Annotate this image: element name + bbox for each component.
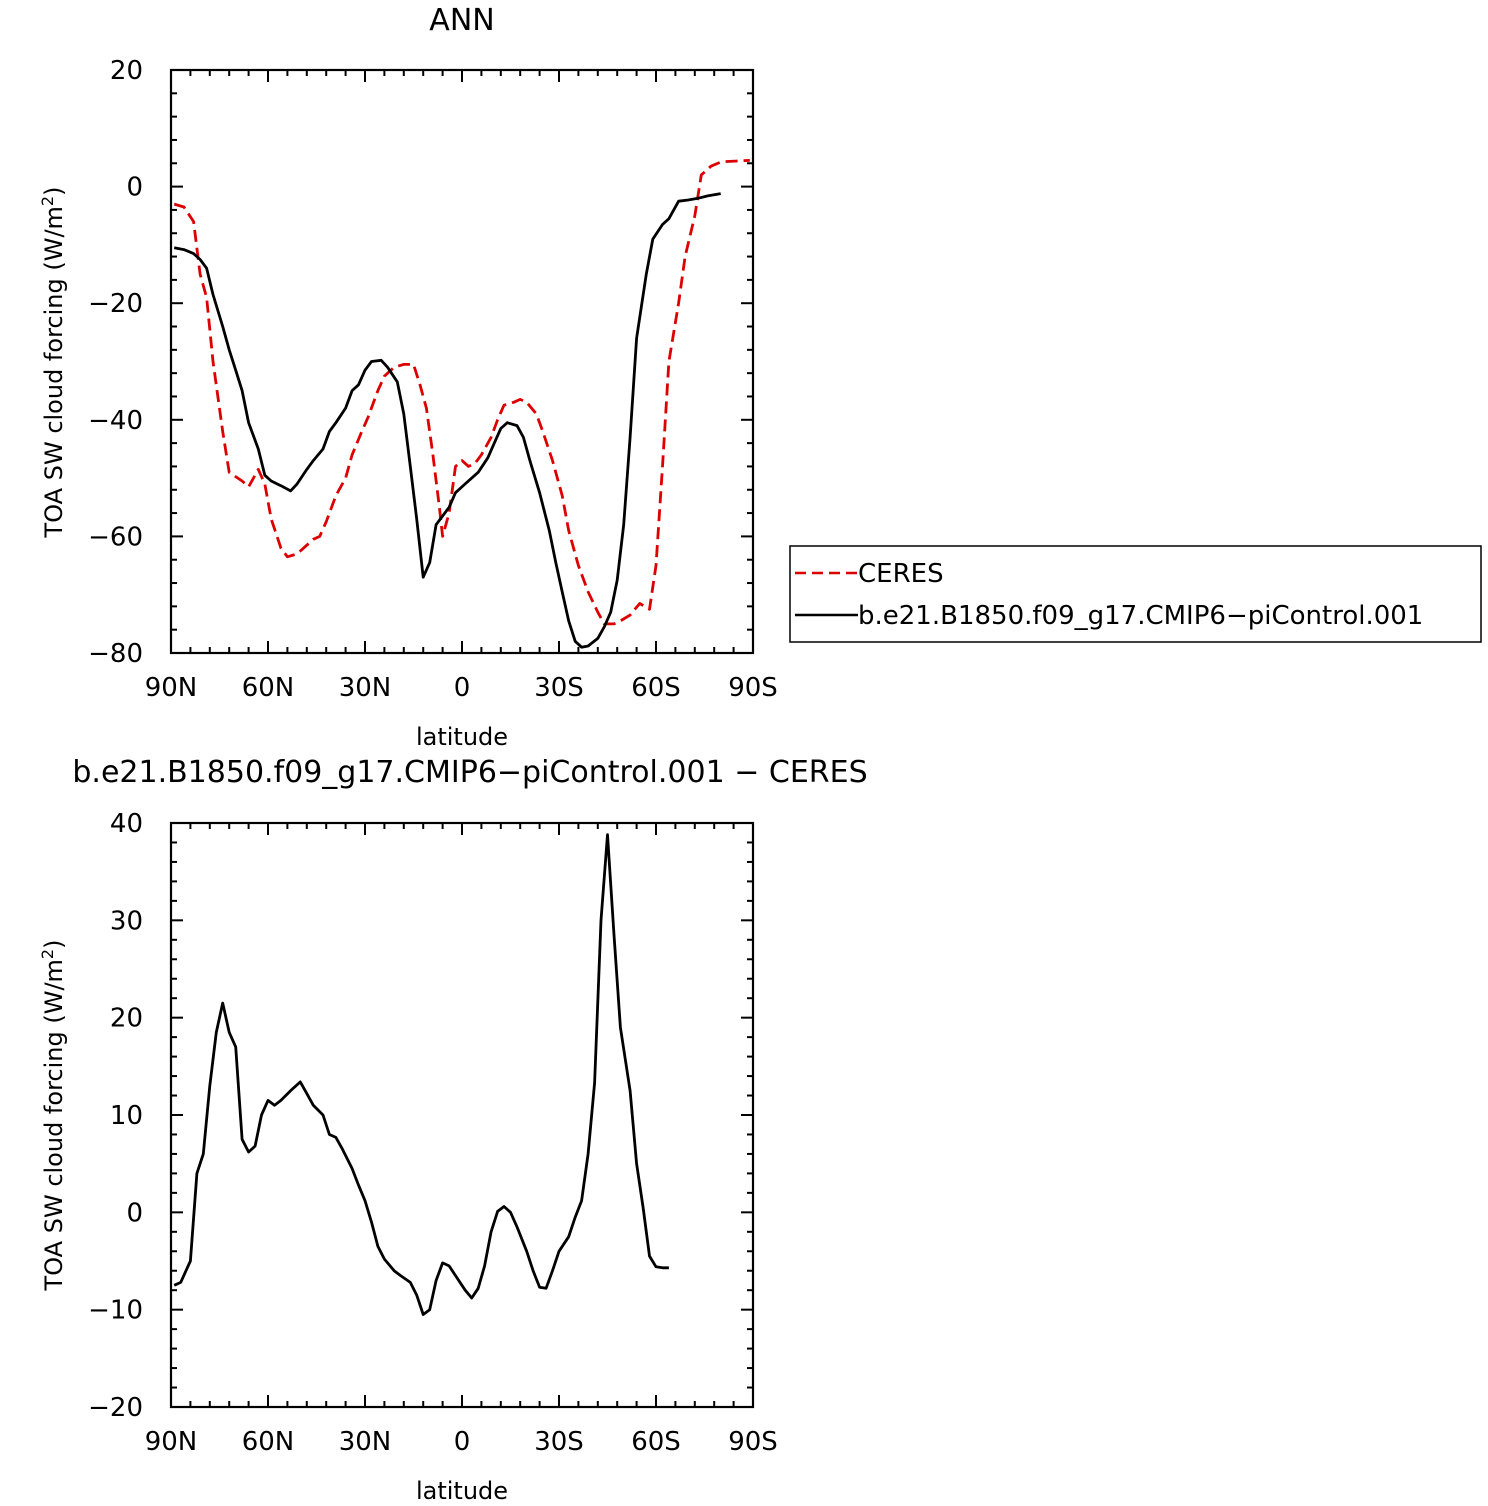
plot-area bbox=[169, 821, 755, 1409]
x-tick-label: 60N bbox=[242, 1427, 295, 1457]
tick-marks bbox=[170, 822, 754, 1408]
difference-chart: b.e21.B1850.f09_g17.CMIP6−piControl.001 … bbox=[38, 755, 868, 1505]
x-tick-label: 90N bbox=[145, 1427, 198, 1457]
x-tick-label: 90N bbox=[145, 673, 198, 703]
chart-title: b.e21.B1850.f09_g17.CMIP6−piControl.001 … bbox=[72, 755, 867, 790]
x-tick-label: 30N bbox=[339, 673, 392, 703]
x-tick-label: 60S bbox=[631, 673, 681, 703]
x-tick-label: 0 bbox=[454, 1427, 471, 1457]
y-tick-label: 0 bbox=[126, 173, 143, 203]
y-tick-label: −40 bbox=[88, 406, 143, 436]
series-line-model bbox=[173, 192, 721, 649]
y-axis-label-end: ) bbox=[40, 187, 68, 196]
y-tick-label: 20 bbox=[110, 56, 143, 86]
series-line-ceres bbox=[173, 159, 750, 626]
legend: CERES b.e21.B1850.f09_g17.CMIP6−piContro… bbox=[789, 545, 1482, 643]
x-tick-label: 0 bbox=[454, 673, 471, 703]
plot-area bbox=[169, 68, 755, 655]
x-tick-label: 90S bbox=[728, 673, 778, 703]
y-axis-label-sup: 2 bbox=[38, 949, 57, 959]
plot-frame bbox=[169, 821, 755, 1409]
y-axis-label-base: TOA SW cloud forcing (W/m bbox=[40, 959, 68, 1291]
y-axis-label: TOA SW cloud forcing (W/m2) bbox=[38, 940, 68, 1292]
legend-label-ceres: CERES bbox=[858, 559, 944, 589]
y-axis-label-base: TOA SW cloud forcing (W/m bbox=[40, 206, 68, 538]
tick-marks bbox=[170, 69, 754, 654]
y-axis-label-sup: 2 bbox=[38, 196, 57, 206]
x-tick-labels: 90N 60N 30N 0 30S 60S 90S bbox=[145, 673, 778, 703]
legend-box bbox=[789, 545, 1482, 643]
series-layer bbox=[173, 833, 669, 1316]
x-tick-label: 30S bbox=[534, 673, 584, 703]
y-tick-label: −10 bbox=[88, 1296, 143, 1326]
y-tick-label: −20 bbox=[88, 289, 143, 319]
y-tick-labels: 40 30 20 10 0 −10 −20 bbox=[88, 809, 143, 1423]
x-axis-label: latitude bbox=[416, 723, 508, 751]
y-tick-label: 20 bbox=[110, 1004, 143, 1034]
y-tick-label: −60 bbox=[88, 522, 143, 552]
y-tick-label: 10 bbox=[110, 1101, 143, 1131]
x-tick-label: 60N bbox=[242, 673, 295, 703]
series-layer bbox=[173, 159, 750, 649]
legend-label-model: b.e21.B1850.f09_g17.CMIP6−piControl.001 bbox=[858, 601, 1423, 631]
y-tick-label: 30 bbox=[110, 906, 143, 936]
y-tick-label: −20 bbox=[88, 1393, 143, 1423]
x-tick-label: 30S bbox=[534, 1427, 584, 1457]
y-tick-label: 40 bbox=[110, 809, 143, 839]
annual-chart: ANN 90N 60N 30N 0 30S 60S 90S 200−20−40−60−80 … bbox=[38, 3, 1482, 751]
x-tick-label: 30N bbox=[339, 1427, 392, 1457]
y-axis-label: TOA SW cloud forcing (W/m2) bbox=[38, 187, 68, 539]
x-axis-label: latitude bbox=[416, 1477, 508, 1505]
y-axis-label-end: ) bbox=[40, 940, 68, 949]
y-tick-label: −80 bbox=[88, 639, 143, 669]
x-tick-label: 90S bbox=[728, 1427, 778, 1457]
y-tick-label: 0 bbox=[126, 1198, 143, 1228]
x-tick-label: 60S bbox=[631, 1427, 681, 1457]
y-tick-labels: 20 0 −20 −40 −60 −80 bbox=[88, 56, 143, 669]
chart-title: ANN bbox=[429, 3, 494, 38]
x-tick-labels: 90N 60N 30N 0 30S 60S 90S bbox=[145, 1427, 778, 1457]
plot-frame bbox=[169, 68, 755, 655]
series-line-difference bbox=[173, 833, 669, 1316]
